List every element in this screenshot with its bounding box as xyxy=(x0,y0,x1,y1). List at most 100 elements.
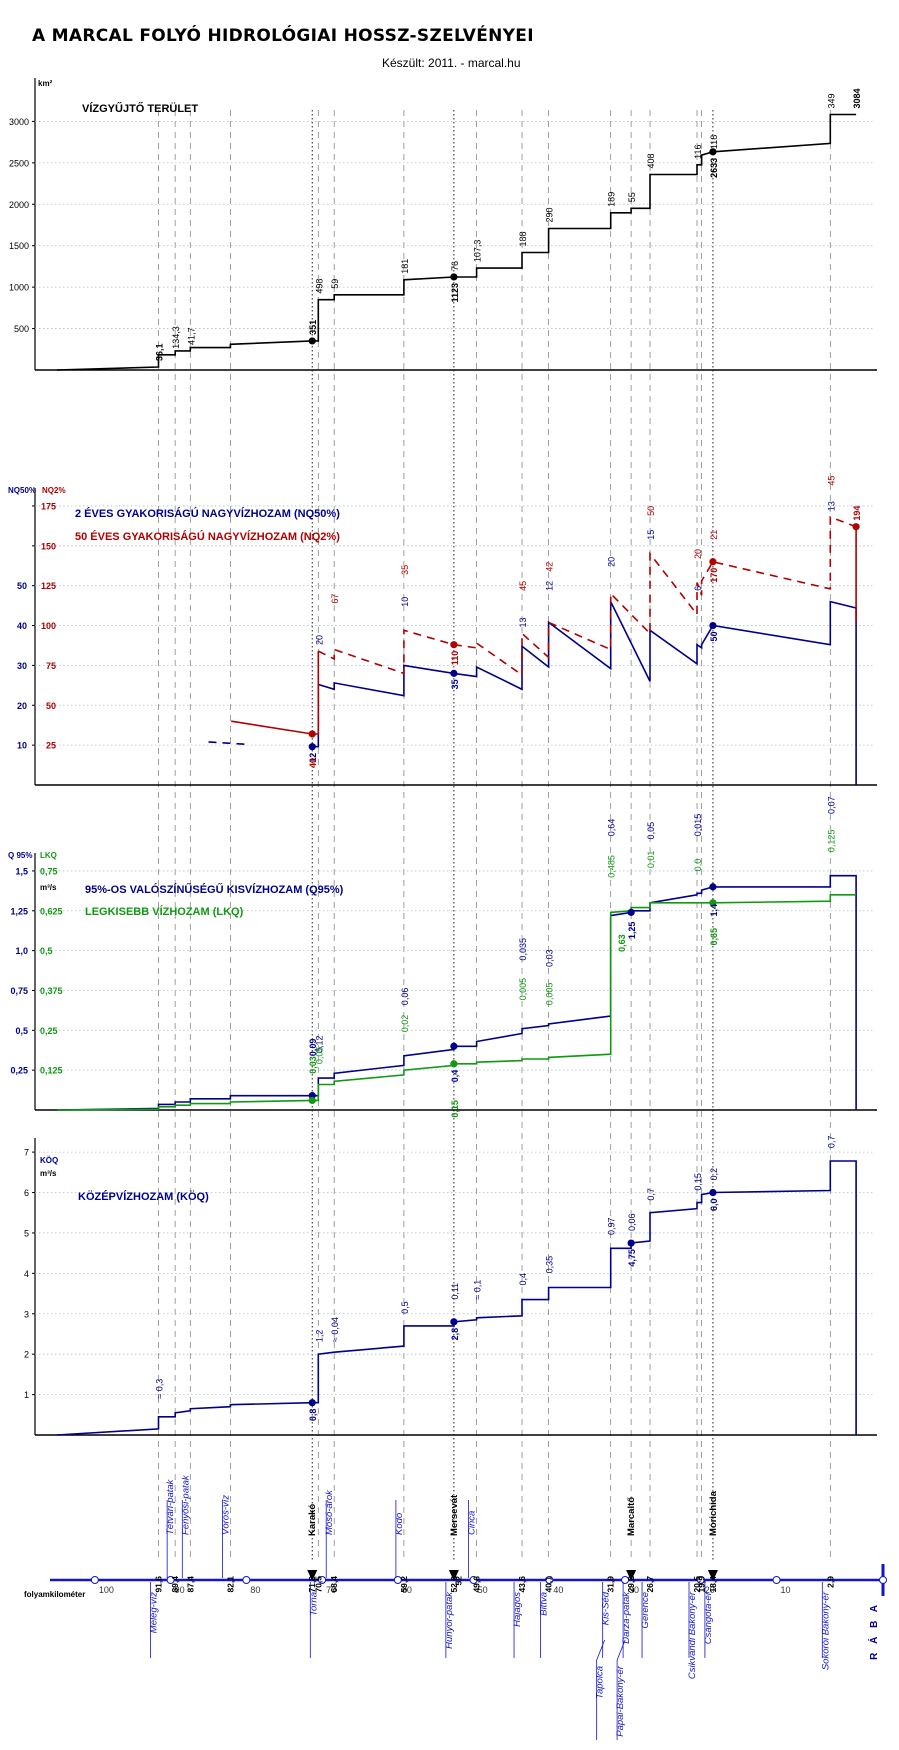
data-point xyxy=(627,1239,635,1247)
km-label: 82,1 xyxy=(225,1576,235,1593)
tributary-label: Csikvándi Bakony-ér xyxy=(687,1591,698,1679)
data-label: 0,35 xyxy=(545,1256,555,1274)
legend-entry: 50 ÉVES GYAKORISÁGÚ NAGYVÍZHOZAM (NQ2%) xyxy=(75,530,340,543)
km-tick-label: 20 xyxy=(705,1585,715,1595)
data-point xyxy=(709,148,717,156)
town-label: Marcaltő xyxy=(626,1497,637,1536)
town-marker xyxy=(307,1570,318,1581)
series-line xyxy=(231,651,320,735)
data-label: 76 xyxy=(450,261,460,271)
data-label: 0,05 xyxy=(314,1047,324,1065)
data-label: 0,03 xyxy=(545,949,555,967)
km-tick-label: 100 xyxy=(99,1585,114,1595)
y-tick-label: 0,25 xyxy=(10,1066,28,1076)
y-axis-label: LKQ xyxy=(40,851,57,860)
data-point xyxy=(308,1399,316,1407)
data-label: 12 xyxy=(308,753,318,763)
data-label: 6 xyxy=(693,586,703,591)
km-tick xyxy=(879,1576,887,1584)
data-label: ≈ 0,3 xyxy=(154,1379,164,1399)
tributary-label: Kodó xyxy=(394,1512,405,1535)
data-label: 20 xyxy=(314,635,324,645)
y-tick-label: 20 xyxy=(17,701,27,711)
y-axis-unit: km² xyxy=(38,79,53,88)
data-label: ≈ 0,1 xyxy=(473,1280,483,1300)
km-label: 26,7 xyxy=(645,1576,655,1593)
legend-entry: 95%-OS VALÓSZÍNŰSÉGŰ KISVÍZHOZAM (Q95%) xyxy=(85,883,344,896)
km-tick xyxy=(696,1576,705,1584)
data-label: 0,06 xyxy=(627,1213,637,1231)
data-point xyxy=(450,1060,458,1068)
km-label: 71,3 xyxy=(307,1576,317,1593)
series-line xyxy=(56,874,857,1111)
km-label: 52 xyxy=(453,1576,463,1586)
page-title: A MARCAL FOLYÓ HIDROLÓGIAI HOSSZ-SZELVÉN… xyxy=(32,26,534,46)
tributary-label: Kis-Séd xyxy=(601,1591,612,1625)
data-label: 349 xyxy=(826,93,836,108)
data-label: 0,05 xyxy=(646,822,656,840)
tributary-label: Vörös-víz xyxy=(220,1495,231,1535)
km-tick-label: 80 xyxy=(250,1585,260,1595)
data-label: 0,8 xyxy=(308,1409,318,1422)
y-tick-label: 7 xyxy=(24,1148,29,1158)
data-label: 1,2 xyxy=(314,1330,324,1343)
series-line xyxy=(317,515,857,677)
km-label: 20,5 xyxy=(692,1576,702,1593)
data-label: 1,4 xyxy=(709,904,719,917)
km-label: 2,9 xyxy=(825,1576,835,1588)
data-label: 1123 xyxy=(450,283,460,303)
data-label: 0,97 xyxy=(607,1217,617,1235)
town-marker xyxy=(626,1570,637,1581)
data-label: 41,7 xyxy=(186,327,196,345)
series-line xyxy=(312,600,857,785)
y-tick-label: 10 xyxy=(17,741,27,751)
y-tick-label: 175 xyxy=(41,501,56,511)
data-label: 36,1 xyxy=(154,343,164,361)
km-tick xyxy=(469,1576,478,1584)
data-label: 10 xyxy=(400,597,410,607)
river-name: R Á B A xyxy=(867,1602,880,1660)
y-tick-label: 2500 xyxy=(9,158,29,168)
y-tick-label: 500 xyxy=(14,324,29,334)
data-label: 134,3 xyxy=(171,326,181,349)
y-tick-label: 75 xyxy=(46,661,56,671)
km-tick xyxy=(242,1576,251,1584)
town-marker xyxy=(707,1570,718,1581)
data-label: 194 xyxy=(852,506,862,521)
km-tick xyxy=(621,1576,630,1584)
y-axis-label: NQ2% xyxy=(42,486,66,495)
data-point xyxy=(308,730,316,738)
km-label: 52,6 xyxy=(449,1576,459,1593)
data-label: 0,65 xyxy=(709,928,719,946)
series-line xyxy=(56,893,857,1111)
data-label: 13 xyxy=(826,501,836,511)
panel-title: KÖZÉPVÍZHOZAM (KÖQ) xyxy=(78,1190,209,1203)
km-label: 43,6 xyxy=(517,1576,527,1593)
km-label: 18,4 xyxy=(708,1576,718,1593)
data-label: 35 xyxy=(400,565,410,575)
data-label: 0,01 xyxy=(646,851,656,869)
y-tick-label: 40 xyxy=(17,621,27,631)
data-label: 50 xyxy=(709,632,719,642)
y-axis-label: Q 95% xyxy=(8,851,32,860)
page-subtitle: Készült: 2011. - marcal.hu xyxy=(382,56,521,70)
km-label: 89,4 xyxy=(170,1576,180,1593)
data-label: 0,015 xyxy=(693,814,703,837)
data-label: 50 xyxy=(646,506,656,516)
y-tick-label: 4 xyxy=(24,1269,29,1279)
data-label: 2,8 xyxy=(450,1328,460,1341)
y-tick-label: 2000 xyxy=(9,200,29,210)
data-label: 55 xyxy=(627,192,637,202)
data-label: 15 xyxy=(646,530,656,540)
data-label: 0,06 xyxy=(400,988,410,1006)
tributary-label: Hunyor-patak xyxy=(444,1591,455,1649)
km-tick-label: 30 xyxy=(629,1585,639,1595)
data-point xyxy=(852,523,860,531)
data-label: 408 xyxy=(646,153,656,168)
data-point xyxy=(709,558,717,566)
y-tick-label: 5 xyxy=(24,1228,29,1238)
series-line xyxy=(208,741,247,746)
data-label: 20 xyxy=(607,557,617,567)
data-label: 0,7 xyxy=(646,1188,656,1201)
